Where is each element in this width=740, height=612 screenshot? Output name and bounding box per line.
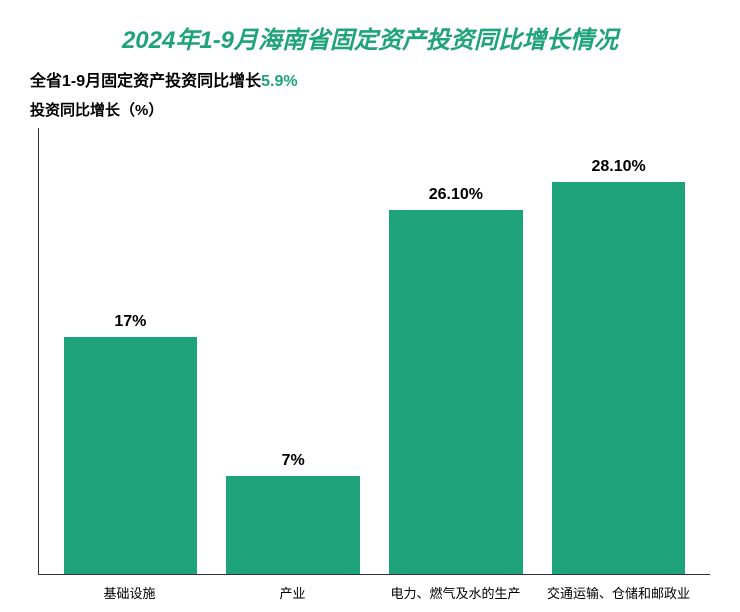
chart-container: 2024年1-9月海南省固定资产投资同比增长情况 全省1-9月固定资产投资同比增… [0,0,740,612]
bar-wrap: 7% [212,128,375,574]
bar-wrap: 26.10% [375,128,538,574]
bar-value-label: 17% [114,313,146,331]
bar-value-label: 26.10% [429,186,483,204]
bar-value-label: 7% [282,452,305,470]
bars-group: 17% 7% 26.10% 28.10% [39,128,710,574]
subtitle-prefix: 全省1-9月固定资产投资同比增长 [30,73,261,90]
bar-value-label: 28.10% [591,158,645,176]
x-axis: 基础设施产业电力、燃气及水的生产交通运输、仓储和邮政业 [38,575,710,602]
chart-subtitle: 全省1-9月固定资产投资同比增长5.9% [30,67,710,91]
bar-wrap: 28.10% [537,128,700,574]
x-tick-label: 产业 [211,583,374,602]
x-tick-label: 交通运输、仓储和邮政业 [537,583,700,602]
chart-area: 17% 7% 26.10% 28.10% 基础设施产业电力、燃气及水的生产交通运输、仓… [30,128,710,602]
chart-title: 2024年1-9月海南省固定资产投资同比增长情况 [30,20,710,55]
bar [552,182,685,574]
bar [389,210,522,574]
plot-area: 17% 7% 26.10% 28.10% [38,128,710,575]
x-tick-label: 基础设施 [48,583,211,602]
y-axis-label: 投资同比增长（%） [30,99,710,120]
subtitle-value: 5.9% [261,73,297,90]
bar [226,476,359,574]
bar [64,337,197,574]
x-tick-label: 电力、燃气及水的生产 [374,583,537,602]
bar-wrap: 17% [49,128,212,574]
